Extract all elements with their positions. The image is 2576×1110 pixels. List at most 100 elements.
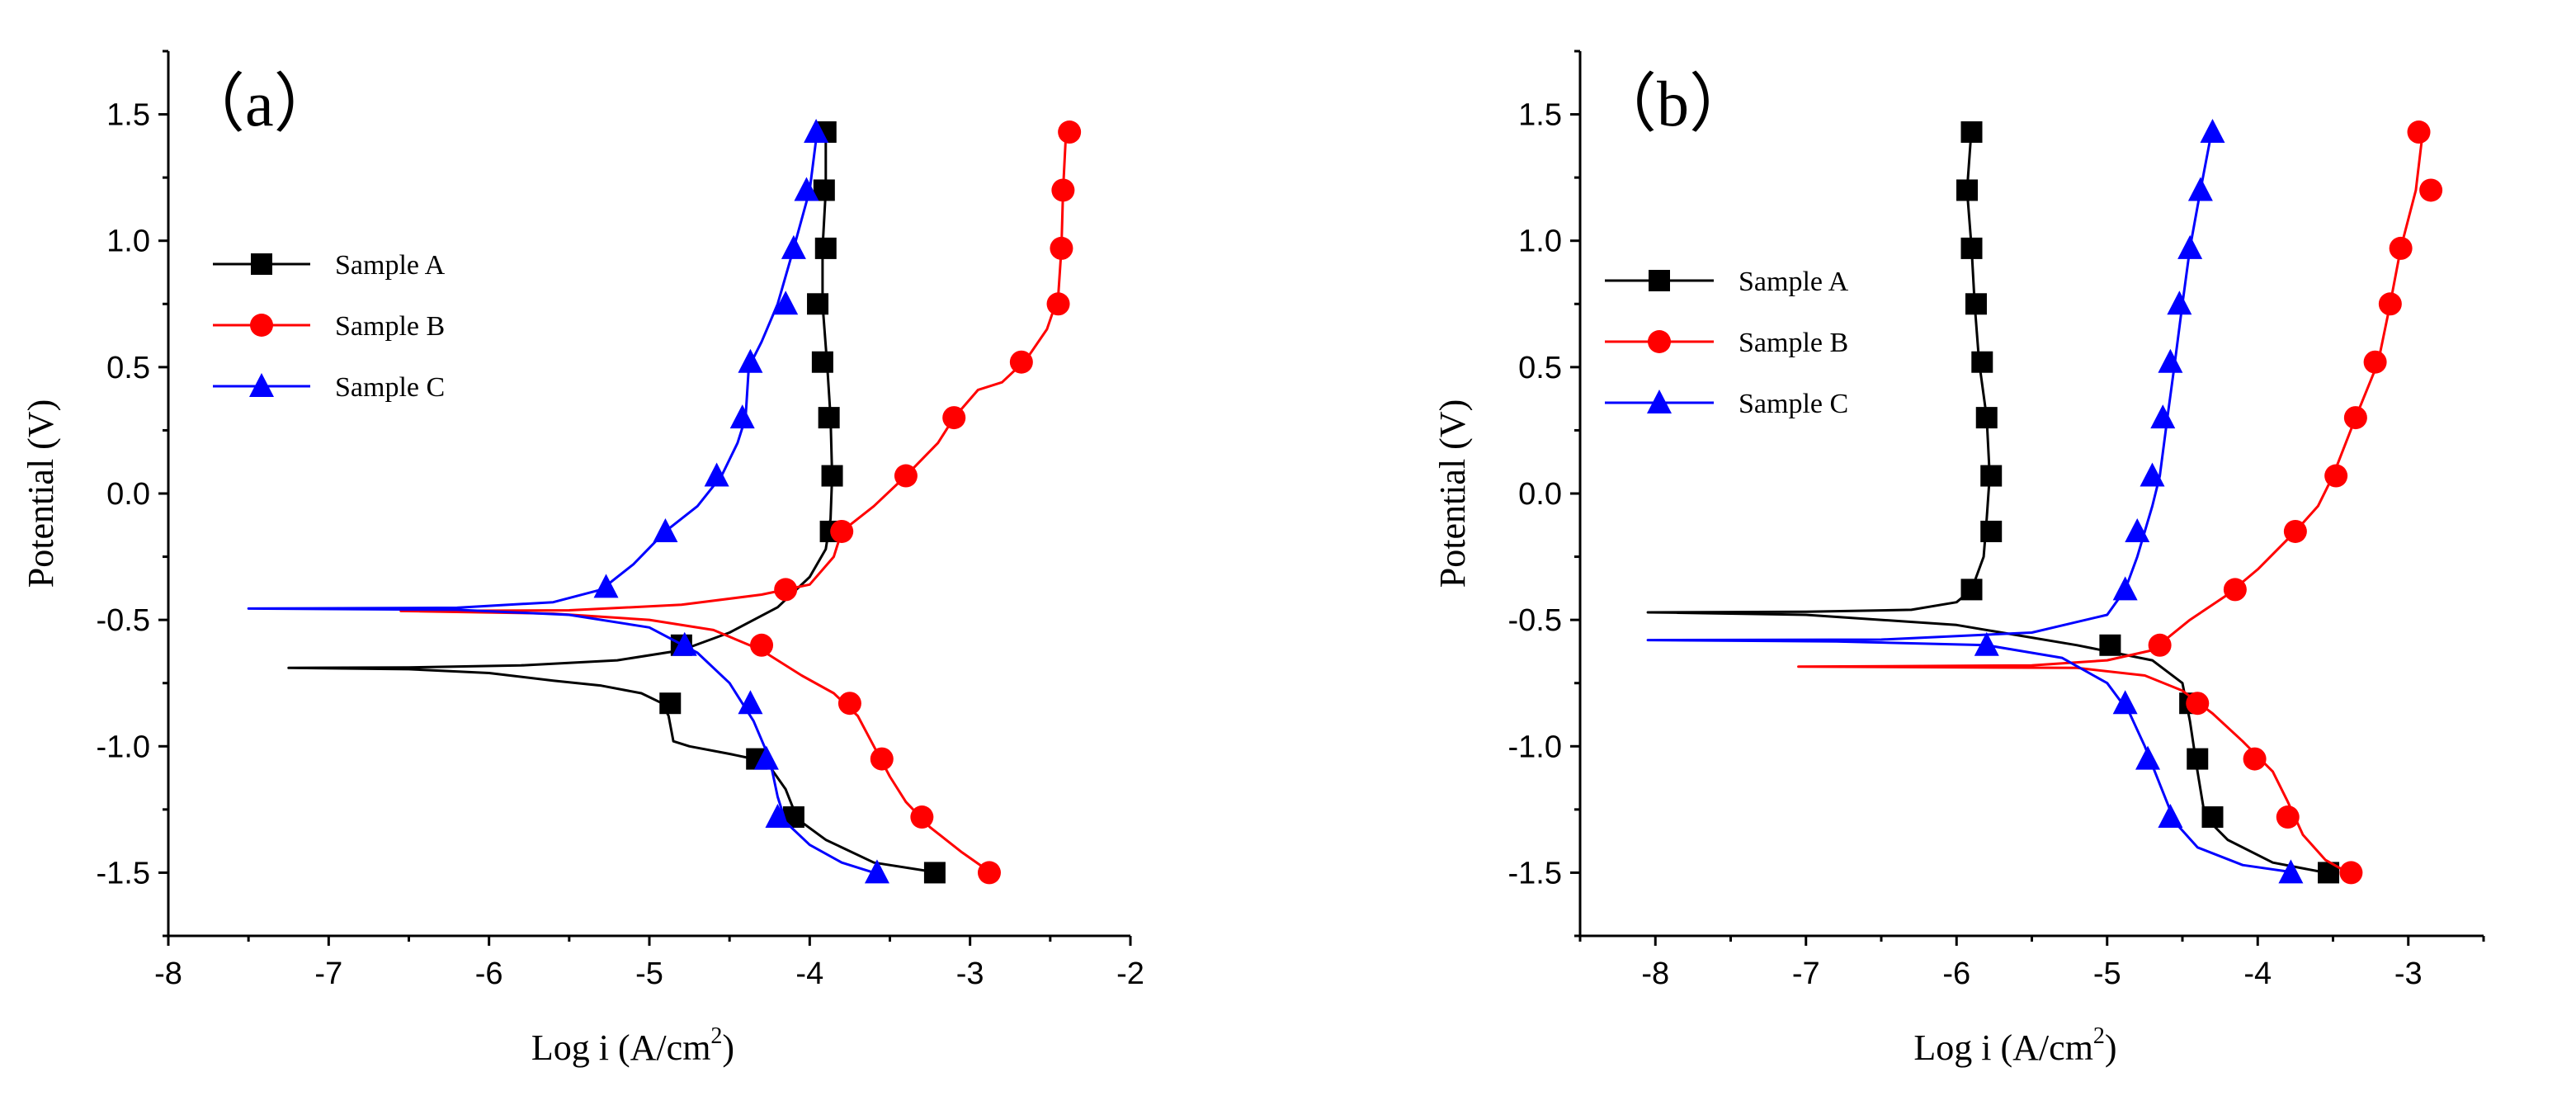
y-tick-label: -1.0 (97, 730, 150, 764)
x-axis-title: Log i (A/cm2) (1913, 1023, 2116, 1068)
data-point (2407, 120, 2431, 144)
series-sample-a (1646, 121, 2340, 884)
data-point (1960, 579, 1983, 601)
data-point (653, 517, 678, 542)
legend-item-sample-a: Sample A (213, 250, 446, 281)
x-axis-title-sup: 2 (710, 1023, 722, 1049)
data-point (2140, 462, 2165, 487)
data-point (774, 578, 798, 602)
legend-marker (1648, 330, 1671, 353)
y-tick-label: -1.5 (1508, 856, 1562, 890)
data-point (2283, 519, 2307, 543)
legend-item-sample-a: Sample A (1605, 267, 1849, 297)
data-point (1980, 520, 2003, 542)
data-point (2201, 806, 2224, 829)
y-axis-title: Potential (V) (21, 399, 61, 588)
panel-b: -1.5 -1.0 -0.5 0.0 0.5 1.0 1.5 -8 -7 -6 -5 -4 -3 Log … (1432, 50, 2485, 1068)
data-point (2278, 859, 2304, 884)
data-point (2148, 633, 2172, 657)
data-point (837, 692, 861, 716)
x-tick-label: -5 (2093, 956, 2121, 991)
legend-marker (1647, 390, 1672, 413)
data-point (864, 859, 889, 884)
data-point (2378, 292, 2402, 316)
x-tick-label: -8 (154, 956, 182, 991)
series-line (287, 126, 939, 874)
legend-label: Sample B (1739, 328, 1848, 358)
data-point (1975, 407, 1998, 429)
x-tick-label: -4 (795, 956, 823, 991)
data-point (2187, 177, 2213, 201)
data-point (1058, 120, 1082, 144)
data-point (977, 861, 1001, 885)
data-point (870, 747, 894, 771)
legend-label: Sample A (335, 250, 446, 281)
x-tick-label: -4 (2243, 956, 2272, 991)
y-tick-label: 1.5 (106, 98, 150, 133)
data-point (1956, 179, 1979, 201)
x-tick-label: -2 (1116, 956, 1144, 991)
legend-item-sample-c: Sample C (213, 372, 445, 403)
data-point (830, 519, 854, 543)
data-point (2419, 178, 2443, 202)
legend-marker (1649, 270, 1670, 291)
y-tick-label: -1.0 (1508, 730, 1562, 764)
panel-label: （a） (181, 68, 338, 139)
x-tick-label: -6 (475, 956, 503, 991)
legend-item-sample-b: Sample B (213, 311, 445, 342)
data-point (1980, 465, 2003, 487)
x-tick-label: -7 (314, 956, 342, 991)
x-tick-label: -7 (1792, 956, 1820, 991)
data-point (750, 633, 774, 657)
y-tick-label: 1.0 (106, 224, 150, 259)
y-tick-label: -1.5 (97, 856, 150, 890)
series-line (399, 126, 1068, 874)
data-point (818, 407, 840, 429)
x-axis-title-close: ) (722, 1027, 734, 1068)
data-point (894, 464, 918, 488)
x-axis-title-sup: 2 (2093, 1023, 2105, 1049)
data-point (1974, 631, 1999, 656)
legend-item-sample-b: Sample B (1605, 328, 1848, 358)
legend-marker (250, 314, 273, 337)
data-point (811, 351, 833, 373)
data-point (2324, 464, 2348, 488)
data-point (1965, 293, 1987, 315)
data-point (2158, 804, 2183, 829)
panel-a: -1.5 -1.0 -0.5 0.0 0.5 1.0 1.5 -8 -7 -6 -5 -4 -3 -2 Lo… (21, 50, 1144, 1068)
y-tick-label: -0.5 (97, 603, 150, 638)
data-point (738, 348, 763, 373)
data-point (2187, 748, 2209, 770)
data-point (1960, 237, 1983, 259)
legend-item-sample-c: Sample C (1605, 389, 1848, 419)
data-point (1046, 292, 1070, 316)
data-point (1960, 121, 1983, 144)
data-point (738, 690, 763, 715)
data-point (2343, 406, 2367, 430)
legend-label: Sample C (1739, 389, 1848, 419)
series-sample-c (1646, 119, 2304, 884)
data-point (2276, 805, 2300, 829)
series-line (1646, 126, 2326, 874)
data-point (804, 119, 829, 144)
data-point (794, 177, 819, 201)
y-tick-label: 0.5 (1518, 351, 1562, 385)
y-tick-label: 0.0 (1518, 477, 1562, 512)
data-point (1009, 350, 1033, 374)
data-point (753, 745, 779, 770)
data-point (2339, 861, 2363, 885)
data-point (773, 290, 799, 315)
x-tick-label: -8 (1641, 956, 1669, 991)
x-axis-title-main: Log i (A/cm (1913, 1027, 2093, 1068)
y-tick-label: -0.5 (1508, 603, 1562, 638)
data-point (1051, 178, 1075, 202)
data-point (910, 805, 934, 829)
data-point (2158, 348, 2183, 373)
data-point (2125, 517, 2150, 542)
x-tick-label: -3 (956, 956, 984, 991)
legend-label: Sample C (335, 372, 445, 403)
series-line (247, 126, 875, 874)
data-point (2167, 290, 2192, 315)
x-axis-title: Log i (A/cm2) (531, 1023, 734, 1068)
